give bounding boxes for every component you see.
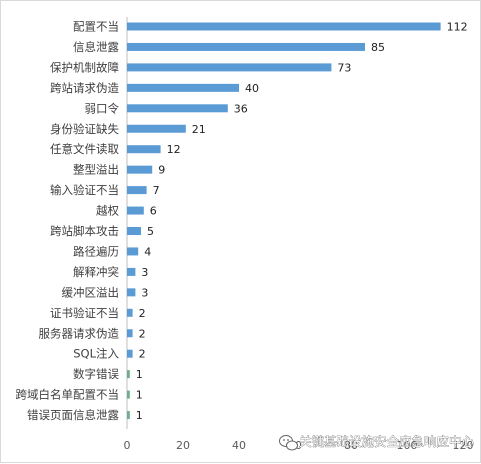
bar-20 <box>127 411 130 420</box>
bar-6 <box>127 124 186 133</box>
value-label: 3 <box>141 286 148 299</box>
bar-19 <box>127 390 130 399</box>
value-label: 12 <box>167 143 181 156</box>
watermark: 关键基础设施安全应急响应中心 <box>279 434 475 451</box>
category-label: 身份验证缺失 <box>50 122 119 136</box>
category-label: 弱口令 <box>85 101 120 115</box>
category-label: 整型溢出 <box>73 163 119 177</box>
category-label: 路径遍历 <box>73 244 119 258</box>
value-label: 6 <box>150 205 157 218</box>
bar-10 <box>127 206 144 215</box>
value-label: 2 <box>139 327 146 340</box>
x-tick-label: 40 <box>232 439 246 452</box>
category-label: 信息泄露 <box>73 40 119 54</box>
category-label: 错误页面信息泄露 <box>27 408 119 422</box>
category-label: 服务器请求伪造 <box>39 326 120 340</box>
category-label: 越权 <box>96 204 119 218</box>
value-label: 1 <box>136 389 143 402</box>
category-label: 跨站请求伪造 <box>50 81 119 95</box>
bar-4 <box>127 83 239 92</box>
value-label: 7 <box>153 184 160 197</box>
category-label: 跨站脚本攻击 <box>50 224 119 238</box>
value-label: 112 <box>447 21 468 34</box>
x-tick-label: 0 <box>124 439 131 452</box>
value-label: 21 <box>192 123 206 136</box>
wechat-icon <box>279 435 298 451</box>
bar-2 <box>127 42 365 51</box>
value-label: 9 <box>158 164 165 177</box>
category-label: 跨域白名单配置不当 <box>16 388 120 402</box>
bar-17 <box>127 349 133 358</box>
bar-9 <box>127 186 147 195</box>
category-label: SQL注入 <box>73 347 119 361</box>
category-label: 解释冲突 <box>73 265 119 279</box>
bar-5 <box>127 104 228 113</box>
x-tick-label: 100 <box>397 439 418 452</box>
value-label: 36 <box>234 102 248 115</box>
bar-11 <box>127 227 141 235</box>
bar-8 <box>127 165 153 174</box>
x-tick-label: 120 <box>453 439 474 452</box>
x-tick-label: 80 <box>344 439 358 452</box>
bar-14 <box>127 288 136 297</box>
value-label: 73 <box>337 61 351 74</box>
category-label: 配置不当 <box>73 20 119 34</box>
category-label: 缓冲区溢出 <box>62 285 120 299</box>
value-label: 2 <box>139 348 146 361</box>
bar-15 <box>127 308 133 317</box>
category-label: 证书验证不当 <box>50 306 119 320</box>
value-label: 5 <box>147 225 154 238</box>
watermark-text: 关键基础设施安全应急响应中心 <box>299 434 475 449</box>
category-label: 数字错误 <box>73 367 119 381</box>
bar-12 <box>127 247 139 256</box>
value-label: 2 <box>139 307 146 320</box>
bar-13 <box>127 267 136 276</box>
bar-18 <box>127 370 130 379</box>
category-label: 输入验证不当 <box>50 183 119 197</box>
value-label: 4 <box>144 245 151 258</box>
x-tick-label: 20 <box>176 439 190 452</box>
bar-1 <box>127 22 441 31</box>
bar-16 <box>127 329 133 338</box>
value-label: 1 <box>136 409 143 422</box>
category-label: 保护机制故障 <box>50 60 119 74</box>
bar-3 <box>127 63 332 72</box>
category-label: 任意文件读取 <box>50 142 119 156</box>
value-label: 40 <box>245 82 259 95</box>
bar-7 <box>127 145 161 154</box>
value-label: 3 <box>141 266 148 279</box>
value-label: 85 <box>371 41 385 54</box>
value-label: 1 <box>136 368 143 381</box>
